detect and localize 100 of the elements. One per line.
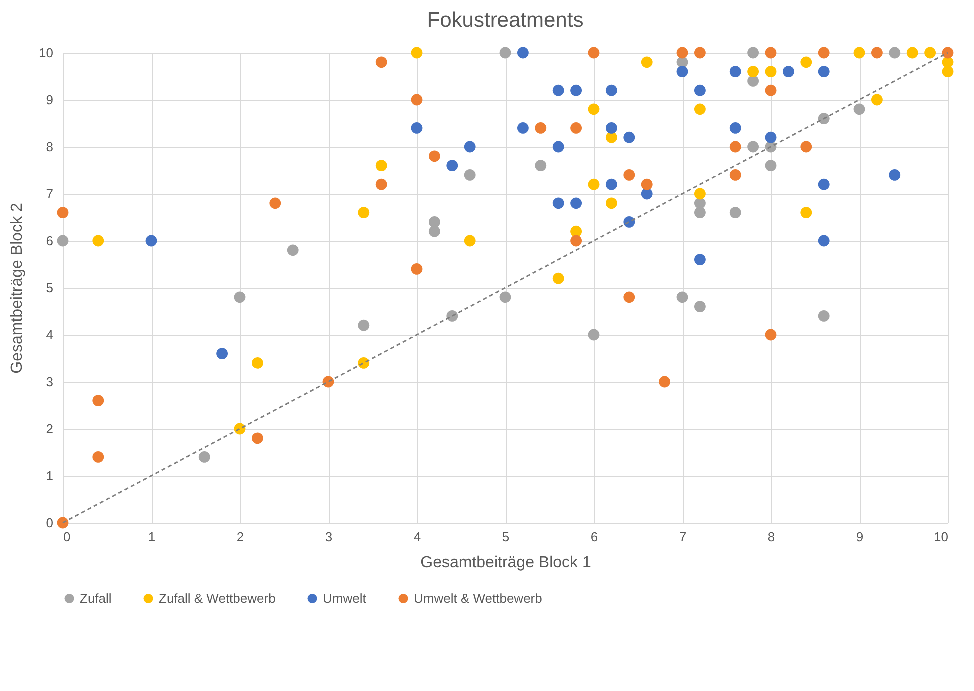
- point: [854, 47, 866, 59]
- point: [606, 132, 618, 144]
- point: [535, 122, 547, 134]
- point: [694, 84, 706, 96]
- point: [570, 226, 582, 238]
- point: [676, 66, 688, 78]
- point: [92, 395, 104, 406]
- point: [765, 132, 777, 144]
- point: [234, 292, 246, 304]
- point: [588, 329, 600, 341]
- point: [765, 160, 777, 172]
- point: [570, 198, 582, 210]
- point: [429, 150, 440, 162]
- point: [942, 47, 954, 59]
- point: [748, 66, 759, 78]
- point: [411, 47, 423, 59]
- point: [694, 47, 706, 59]
- point: [818, 113, 830, 124]
- point: [872, 94, 883, 106]
- point: [783, 66, 794, 78]
- point: [730, 207, 742, 218]
- point: [730, 170, 742, 181]
- point: [518, 47, 529, 59]
- point: [906, 47, 918, 59]
- point: [270, 198, 282, 210]
- point: [552, 198, 564, 210]
- point: [358, 207, 370, 218]
- point: [624, 170, 636, 181]
- point: [518, 122, 529, 134]
- point: [854, 104, 866, 116]
- point: [942, 66, 954, 78]
- x-axis-title: Gesamtbeiträge Block 1: [420, 554, 592, 572]
- point: [146, 235, 158, 247]
- legend-label: Zufall & Wettbewerb: [159, 590, 276, 606]
- point: [411, 94, 423, 106]
- point: [287, 244, 299, 256]
- legend-label: Umwelt: [323, 590, 367, 606]
- point: [500, 47, 512, 59]
- point: [676, 292, 688, 304]
- point: [818, 47, 830, 59]
- legend-label: Zufall: [80, 590, 112, 606]
- point: [872, 47, 883, 59]
- point: [57, 517, 69, 529]
- point: [748, 47, 759, 59]
- point: [411, 122, 423, 134]
- point: [694, 188, 706, 200]
- legend-label: Umwelt & Wettbewerb: [414, 590, 542, 606]
- point: [252, 358, 264, 369]
- point: [606, 198, 618, 210]
- point: [376, 160, 388, 172]
- x-tick-label: 7: [679, 530, 687, 544]
- point: [765, 329, 777, 341]
- point: [464, 170, 476, 181]
- y-tick-label: 0: [46, 516, 54, 530]
- point: [818, 66, 830, 78]
- point: [588, 178, 600, 190]
- point: [588, 104, 600, 116]
- point: [624, 216, 636, 228]
- point: [694, 207, 706, 218]
- point: [694, 104, 706, 116]
- point: [730, 122, 742, 134]
- point: [818, 235, 830, 247]
- point: [446, 160, 458, 172]
- y-tick-label: 5: [46, 280, 54, 296]
- point: [748, 141, 759, 153]
- point: [641, 178, 653, 190]
- point: [429, 226, 440, 238]
- point: [92, 235, 104, 247]
- point: [570, 122, 582, 134]
- point: [889, 47, 901, 59]
- point: [800, 207, 812, 218]
- y-axis-title: Gesamtbeiträge Block 2: [9, 203, 26, 374]
- point: [765, 84, 777, 96]
- point: [800, 56, 812, 68]
- point: [411, 264, 423, 275]
- point: [552, 84, 564, 96]
- point: [464, 141, 476, 153]
- x-tick-label: 9: [856, 530, 864, 544]
- x-tick-label: 0: [64, 530, 71, 544]
- y-tick-label: 9: [46, 92, 54, 108]
- x-tick-label: 5: [502, 530, 510, 544]
- point: [500, 292, 512, 304]
- point: [624, 132, 636, 144]
- y-tick-label: 3: [46, 374, 54, 390]
- point: [464, 235, 476, 247]
- point: [730, 66, 742, 78]
- y-tick-label: 1: [46, 468, 54, 484]
- y-tick-label: 2: [46, 422, 54, 436]
- chart-title: Fokustreatments: [427, 9, 584, 32]
- x-tick-label: 8: [768, 530, 776, 544]
- x-tick-label: 6: [590, 530, 598, 544]
- point: [57, 207, 69, 218]
- point: [818, 310, 830, 322]
- point: [765, 47, 777, 59]
- point: [376, 56, 388, 68]
- y-tick-label: 10: [39, 46, 54, 60]
- point: [198, 452, 210, 463]
- point: [606, 122, 618, 134]
- y-tick-label: 6: [46, 234, 54, 248]
- point: [730, 141, 742, 153]
